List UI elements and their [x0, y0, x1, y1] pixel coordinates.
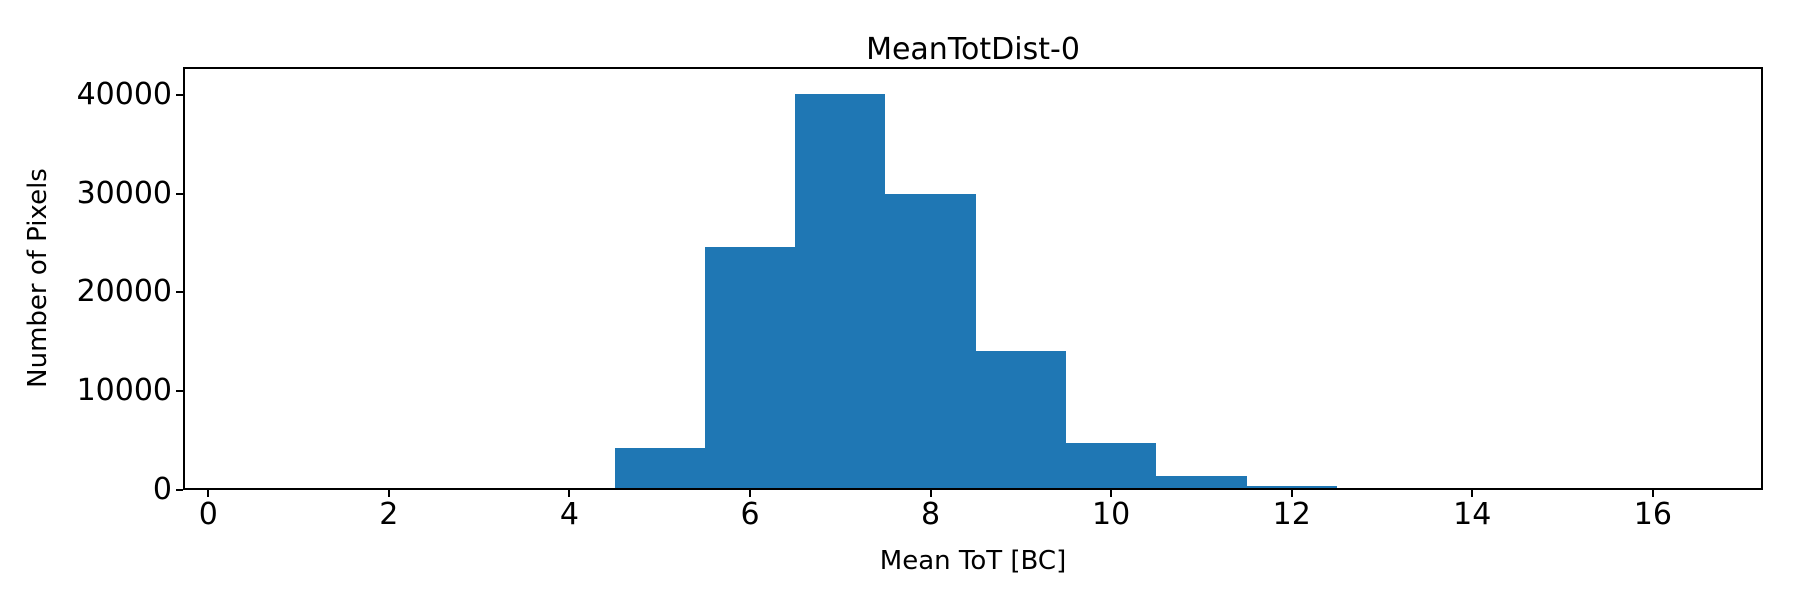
x-tick: [207, 490, 210, 497]
x-tick: [1110, 490, 1113, 497]
chart-title: MeanTotDist-0: [866, 32, 1080, 67]
y-tick: [176, 291, 183, 294]
x-tick-label: 0: [198, 497, 218, 532]
x-tick-label: 14: [1453, 497, 1492, 532]
x-tick: [1471, 490, 1474, 497]
y-tick-label: 30000: [76, 175, 172, 211]
x-tick: [1651, 490, 1654, 497]
y-tick: [176, 489, 183, 491]
histogram-bar: [704, 246, 796, 490]
y-tick: [176, 192, 183, 195]
histogram-bar: [975, 350, 1066, 490]
x-tick-label: 10: [1092, 497, 1131, 532]
plot-area: [183, 67, 1763, 490]
histogram-bar: [1065, 443, 1157, 490]
x-tick-label: 6: [740, 497, 760, 532]
x-tick: [568, 490, 571, 497]
y-tick-label: 0: [152, 472, 172, 507]
x-tick: [748, 490, 751, 497]
y-tick: [176, 93, 183, 96]
x-axis-label: Mean ToT [BC]: [879, 546, 1067, 576]
histogram-bar: [795, 93, 886, 490]
x-tick: [1290, 490, 1293, 497]
histogram-bar: [1246, 485, 1337, 490]
x-tick-label: 16: [1633, 497, 1672, 532]
x-tick-label: 2: [379, 497, 399, 532]
x-tick: [929, 490, 932, 497]
y-tick-label: 40000: [76, 76, 172, 112]
y-tick: [176, 390, 183, 393]
histogram-bar: [885, 193, 976, 490]
x-tick-label: 4: [559, 497, 579, 532]
x-tick-label: 8: [921, 497, 941, 532]
x-tick-label: 12: [1272, 497, 1311, 532]
x-tick: [387, 490, 390, 497]
y-tick-label: 20000: [76, 274, 172, 310]
y-tick-label: 10000: [76, 373, 172, 409]
histogram-bar: [614, 447, 705, 490]
histogram-bar: [1156, 476, 1247, 490]
